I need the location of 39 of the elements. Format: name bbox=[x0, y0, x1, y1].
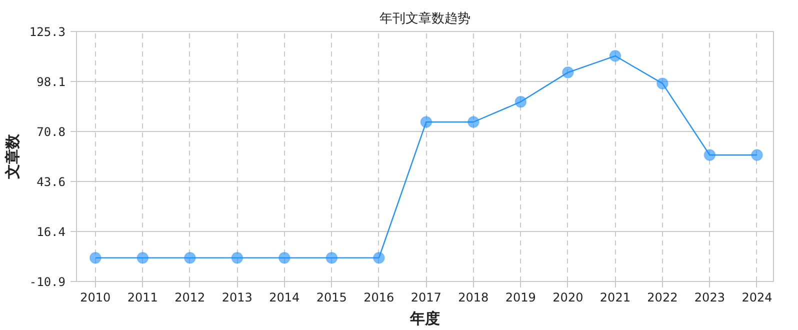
x-tick-label: 2014 bbox=[269, 290, 300, 304]
point bbox=[184, 252, 196, 264]
x-tick-label: 2022 bbox=[647, 290, 678, 304]
y-tick-label: 125.3 bbox=[29, 25, 66, 39]
y-tick-label: 16.4 bbox=[36, 224, 66, 239]
x-tick-label: 2018 bbox=[458, 290, 489, 304]
x-tick-label: 2024 bbox=[742, 290, 772, 304]
y-tick-label: 98.1 bbox=[36, 74, 66, 89]
point bbox=[372, 252, 385, 264]
point bbox=[420, 116, 432, 128]
point bbox=[609, 50, 622, 62]
x-tick-label: 2015 bbox=[316, 290, 347, 304]
point bbox=[278, 252, 290, 264]
point bbox=[231, 252, 244, 264]
point bbox=[656, 77, 668, 90]
point bbox=[326, 252, 338, 264]
point bbox=[704, 149, 716, 162]
x-tick-label: 2020 bbox=[552, 290, 584, 304]
x-tick-label: 2016 bbox=[364, 290, 394, 304]
point bbox=[89, 252, 102, 264]
y-tick-label: 70.8 bbox=[36, 125, 66, 140]
y-tick-label: -10.9 bbox=[29, 275, 66, 289]
x-tick-label: 2010 bbox=[80, 290, 111, 304]
y-axis-title: 文章数 bbox=[3, 133, 22, 180]
y-tick-label: 43.6 bbox=[36, 174, 66, 189]
x-tick-label: 2021 bbox=[600, 290, 630, 304]
x-tick-label: 2017 bbox=[410, 290, 442, 304]
x-tick-label: 2023 bbox=[694, 290, 725, 304]
point bbox=[467, 116, 480, 128]
x-axis-title: 年度 bbox=[409, 310, 440, 328]
x-tick-label: 2012 bbox=[174, 290, 206, 304]
x-tick-label: 2013 bbox=[222, 290, 252, 304]
point bbox=[750, 149, 763, 162]
point bbox=[562, 66, 574, 78]
x-tick-label: 2019 bbox=[505, 290, 536, 304]
point bbox=[136, 252, 149, 264]
chart-title: 年刊文章数趋势 bbox=[380, 12, 470, 26]
x-tick-label: 2011 bbox=[127, 290, 158, 304]
point bbox=[514, 96, 527, 108]
